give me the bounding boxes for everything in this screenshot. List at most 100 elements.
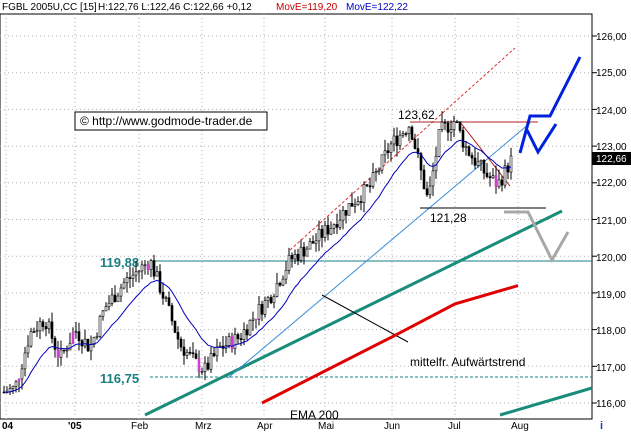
candle-body: [65, 349, 69, 352]
candle-body: [107, 302, 111, 307]
x-tick-label: Mai: [318, 421, 334, 432]
candle-body: [458, 121, 462, 131]
candle-body: [362, 184, 366, 203]
candle-body: [422, 169, 426, 190]
candle-body: [239, 338, 243, 341]
candle-body: [503, 165, 507, 186]
candle-body: [344, 210, 348, 216]
candle-body: [446, 122, 450, 133]
last-price-marker: [592, 152, 631, 165]
candle-body: [338, 219, 342, 228]
candle-body: [398, 134, 402, 146]
candle-body: [230, 336, 234, 350]
candle-body: [131, 274, 135, 279]
annotation-trend: mittelfr. Aufwärtstrend: [410, 355, 525, 369]
candle-body: [479, 160, 483, 163]
candle-body: [50, 321, 54, 339]
trend-pointer-line: [321, 294, 409, 343]
candle-body: [284, 270, 288, 280]
candle-body: [71, 331, 75, 344]
level-label-116-75: 116,75: [100, 371, 139, 386]
candle-body: [242, 329, 246, 341]
candle-body: [212, 353, 216, 357]
candle-body: [167, 297, 171, 306]
candle-body: [260, 303, 264, 315]
candle-body: [83, 338, 87, 347]
y-tick-label: 126,00: [596, 32, 627, 43]
candle-body: [275, 282, 279, 297]
candle-body: [404, 133, 408, 135]
candle-body: [134, 271, 138, 276]
candle-body: [254, 318, 258, 321]
candle-body: [443, 121, 447, 124]
candle-body: [281, 278, 285, 286]
candle-body: [35, 330, 39, 333]
candle-body: [269, 297, 273, 304]
candle-body: [416, 148, 420, 154]
candle-body: [146, 264, 150, 271]
candle-body: [410, 126, 414, 140]
header-ma2: MovE=122,22: [346, 2, 408, 13]
candle-body: [149, 260, 153, 271]
candle-body: [470, 155, 474, 159]
y-tick-label: 121,00: [596, 216, 627, 227]
candle-body: [29, 331, 33, 347]
candle-body: [437, 129, 441, 157]
candle-body: [38, 321, 42, 332]
candle-body: [413, 139, 417, 149]
y-axis: 126,00 125,00 124,00 123,00 122,00 121,0…: [596, 32, 627, 410]
x-tick-label: Aug: [511, 421, 529, 432]
candle-body: [440, 121, 444, 130]
watermark-box: [74, 111, 268, 131]
candle-body: [95, 336, 99, 338]
candle-body: [488, 176, 492, 179]
candle-body: [296, 253, 300, 261]
candle-body: [98, 315, 102, 337]
candles: [2, 111, 513, 396]
candle-body: [341, 210, 345, 221]
candle-body: [401, 133, 405, 136]
candle-body: [419, 153, 423, 171]
y-tick-label: 116,00: [596, 399, 626, 410]
candle-body: [113, 294, 117, 303]
candle-body: [335, 224, 339, 228]
candle-body: [176, 332, 180, 340]
candle-body: [356, 201, 360, 206]
candle-body: [374, 171, 378, 173]
candle-body: [464, 146, 468, 148]
candle-body: [128, 277, 132, 279]
candle-body: [59, 349, 63, 358]
candle-body: [332, 224, 336, 229]
candle-body: [266, 297, 270, 301]
info-icon[interactable]: i: [600, 420, 603, 432]
candle-body: [386, 150, 390, 153]
candle-body: [293, 253, 297, 260]
candle-body: [233, 334, 237, 350]
annotation-low: 121,28: [430, 211, 467, 225]
candle-body: [476, 161, 480, 166]
candle-body: [152, 260, 156, 277]
candle-body: [305, 248, 309, 257]
candle-body: [347, 203, 351, 216]
y-tick-label: 120,00: [596, 253, 627, 264]
x-tick-label: Jul: [448, 421, 461, 432]
candle-body: [407, 126, 411, 135]
candle-body: [308, 241, 312, 250]
candle-body: [227, 336, 231, 346]
candle-body: [491, 175, 495, 179]
candle-body: [467, 146, 471, 156]
candle-body: [26, 345, 30, 354]
candle-body: [236, 334, 240, 339]
candle-body: [122, 282, 126, 289]
candle-body: [23, 352, 27, 370]
candle-body: [320, 228, 324, 238]
candle-body: [383, 150, 387, 156]
candle-body: [311, 241, 315, 244]
candle-body: [350, 203, 354, 207]
candle-body: [209, 353, 213, 370]
candle-body: [188, 351, 192, 354]
candle-body: [272, 296, 276, 304]
candle-body: [314, 240, 318, 244]
candle-body: [449, 129, 453, 133]
y-tick-label: 123,00: [596, 142, 627, 153]
